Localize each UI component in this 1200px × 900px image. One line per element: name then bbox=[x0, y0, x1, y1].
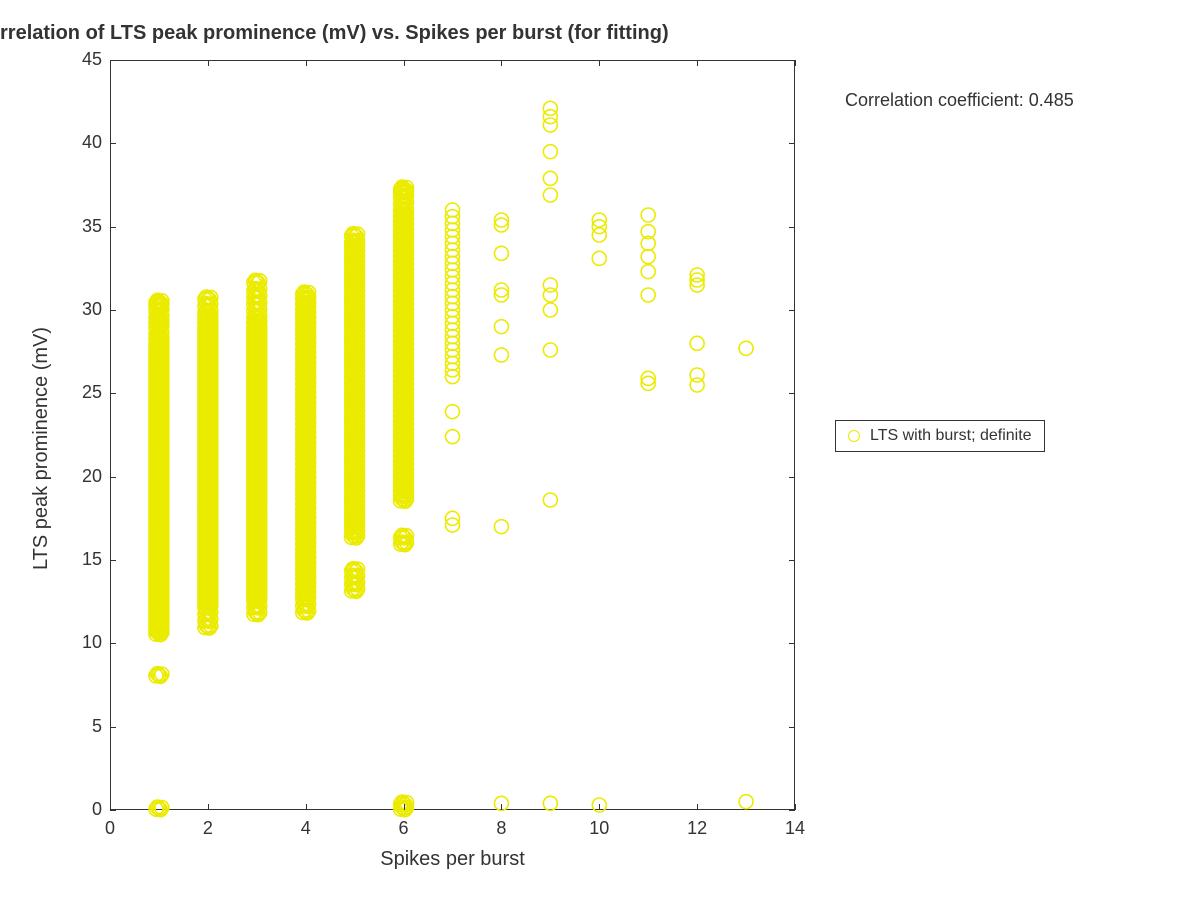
legend-label: LTS with burst; definite bbox=[870, 427, 1032, 445]
x-tick-label: 14 bbox=[775, 818, 815, 839]
y-tick bbox=[110, 143, 116, 144]
y-tick-label: 40 bbox=[60, 132, 102, 153]
x-axis-label: Spikes per burst bbox=[110, 848, 795, 871]
y-tick-label: 10 bbox=[60, 632, 102, 653]
legend-marker-icon bbox=[848, 430, 860, 442]
x-tick-label: 6 bbox=[384, 818, 424, 839]
y-axis-label: LTS peak prominence (mV) bbox=[30, 327, 53, 570]
y-tick bbox=[789, 143, 795, 144]
correlation-annotation: Correlation coefficient: 0.485 bbox=[845, 90, 1074, 111]
axis-box-right bbox=[794, 60, 795, 810]
y-tick bbox=[789, 60, 795, 61]
y-tick bbox=[789, 727, 795, 728]
y-tick bbox=[110, 60, 116, 61]
x-tick-label: 0 bbox=[90, 818, 130, 839]
x-tick bbox=[697, 60, 698, 66]
y-tick-label: 35 bbox=[60, 216, 102, 237]
axis-box-bottom bbox=[110, 809, 795, 810]
y-tick-label: 20 bbox=[60, 466, 102, 487]
x-tick-label: 8 bbox=[481, 818, 521, 839]
y-tick-label: 30 bbox=[60, 299, 102, 320]
x-tick-label: 10 bbox=[579, 818, 619, 839]
x-tick bbox=[501, 804, 502, 810]
scatter-markers bbox=[110, 60, 795, 810]
x-tick bbox=[306, 60, 307, 66]
y-tick bbox=[110, 560, 116, 561]
x-tick bbox=[795, 804, 796, 810]
x-tick-label: 2 bbox=[188, 818, 228, 839]
x-tick bbox=[697, 804, 698, 810]
x-tick bbox=[404, 804, 405, 810]
y-tick bbox=[789, 810, 795, 811]
x-tick bbox=[599, 60, 600, 66]
x-tick bbox=[795, 60, 796, 66]
y-tick bbox=[789, 560, 795, 561]
x-tick bbox=[208, 804, 209, 810]
y-tick-label: 45 bbox=[60, 49, 102, 70]
y-tick-label: 5 bbox=[60, 716, 102, 737]
chart-title: rrelation of LTS peak prominence (mV) vs… bbox=[0, 22, 810, 45]
x-tick bbox=[404, 60, 405, 66]
figure-root: { "chart": { "type": "scatter", "title":… bbox=[0, 0, 1200, 900]
plot-area bbox=[110, 60, 795, 810]
y-tick bbox=[110, 310, 116, 311]
y-tick bbox=[789, 643, 795, 644]
legend-box: LTS with burst; definite bbox=[835, 420, 1045, 452]
x-tick-label: 12 bbox=[677, 818, 717, 839]
y-tick-label: 0 bbox=[60, 799, 102, 820]
axis-box-top bbox=[110, 60, 795, 61]
y-tick bbox=[789, 310, 795, 311]
y-tick bbox=[110, 643, 116, 644]
y-tick bbox=[110, 393, 116, 394]
y-tick-label: 25 bbox=[60, 382, 102, 403]
y-tick bbox=[789, 477, 795, 478]
y-tick-label: 15 bbox=[60, 549, 102, 570]
x-tick bbox=[599, 804, 600, 810]
y-tick bbox=[110, 810, 116, 811]
y-tick bbox=[110, 227, 116, 228]
x-tick bbox=[306, 804, 307, 810]
x-tick-label: 4 bbox=[286, 818, 326, 839]
y-tick bbox=[110, 727, 116, 728]
y-tick bbox=[789, 227, 795, 228]
y-tick bbox=[789, 393, 795, 394]
axis-box-left bbox=[110, 60, 111, 810]
x-tick bbox=[208, 60, 209, 66]
y-tick bbox=[110, 477, 116, 478]
x-tick bbox=[501, 60, 502, 66]
